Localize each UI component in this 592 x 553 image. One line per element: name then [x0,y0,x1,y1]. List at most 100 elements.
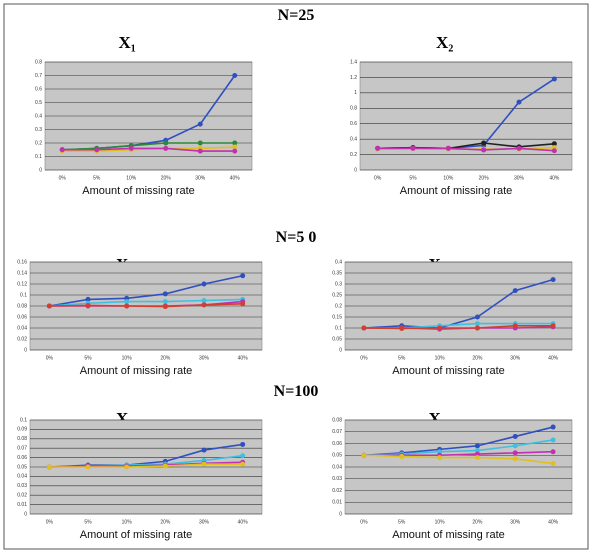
point [512,323,518,329]
point [361,325,367,331]
point [162,304,168,310]
point [163,140,169,146]
point [512,450,518,456]
y-tick-label: 0.08 [17,303,27,309]
point [232,140,238,146]
point [474,451,480,457]
y-tick-label: 0.08 [17,436,27,442]
point [512,288,518,294]
point [232,73,238,78]
y-tick-label: 0.5 [35,100,42,106]
x-tick-label: 0% [360,355,368,361]
y-tick-label: 0.08 [332,417,342,423]
point [201,461,207,467]
y-tick-label: 0.04 [332,464,342,470]
point [550,449,556,455]
y-tick-label: 0.01 [332,500,342,506]
point [240,301,246,307]
x-tick-label: 20% [479,175,490,181]
y-tick-label: 0.3 [335,281,342,287]
y-tick-label: 0.02 [17,336,27,342]
point [474,314,480,320]
x-tick-label: 0% [374,175,382,181]
x-tick-label: 10% [435,519,446,525]
x-tick-label: 40% [548,519,559,525]
point [361,452,367,458]
series-line [62,142,235,151]
point [474,321,480,327]
y-tick-label: 0.8 [350,106,357,112]
y-tick-label: 0.07 [17,446,27,452]
x-tick-label: 5% [398,355,406,361]
y-tick-label: 0.02 [17,493,27,499]
y-tick-label: 0.04 [17,325,27,331]
point [201,447,207,453]
y-tick-label: 0.12 [17,281,27,287]
point [85,302,91,308]
point [59,147,65,153]
y-tick-label: 0.6 [350,121,357,127]
y-tick-label: 0.2 [350,152,357,158]
y-tick-label: 0.07 [332,429,342,435]
series-line [49,463,243,468]
y-tick-label: 0.3 [35,127,42,133]
y-tick-label: 0.06 [17,455,27,461]
series-line [363,426,554,457]
x-tick-label: 0% [360,519,368,525]
point [124,299,130,305]
x-axis-label: Amount of missing rate [392,365,505,377]
point [162,463,168,469]
point [512,456,518,462]
point [197,148,203,154]
point [240,453,246,459]
y-tick-label: 0.1 [35,154,42,160]
x-tick-label: 5% [84,355,92,361]
point [197,140,203,146]
section-title: N=25 [278,7,315,24]
point [474,448,480,454]
point [94,147,100,153]
x-tick-label: 5% [398,519,406,525]
point [474,325,480,331]
section-title: N=5 0 [276,229,317,246]
x-tick-label: 5% [84,519,92,525]
series-line [363,454,554,465]
x-tick-label: 30% [510,519,521,525]
y-tick-label: 0 [339,511,342,517]
y-tick-label: 1.2 [350,75,357,81]
y-tick-label: 0 [39,167,42,173]
x-tick-label: 40% [230,175,241,181]
x-axis-label: Amount of missing rate [80,529,193,541]
point [550,460,556,466]
y-tick-label: 0.4 [335,259,342,265]
point [550,424,556,430]
y-tick-label: 0.1 [335,325,342,331]
point [240,273,246,279]
point [240,441,246,447]
y-tick-label: 0.35 [332,270,342,276]
point [124,464,130,470]
y-tick-label: 0.05 [332,453,342,459]
x-tick-label: 20% [160,355,171,361]
point [437,325,443,331]
x-tick-label: 0% [59,175,67,181]
point [399,453,405,459]
y-tick-label: 1.4 [350,59,357,65]
y-tick-label: 0.6 [35,86,42,92]
point [550,323,556,329]
y-tick-label: 0.2 [35,140,42,146]
point [474,443,480,449]
series-line [363,325,554,330]
point [128,145,134,151]
series-line [363,439,554,457]
x-axis-label: Amount of missing rate [82,185,195,197]
y-tick-label: 0.4 [35,113,42,119]
y-tick-label: 0.16 [17,259,27,265]
y-tick-label: 0.15 [332,314,342,320]
y-tick-label: 1 [354,90,357,96]
x-tick-label: 10% [122,519,133,525]
x-tick-label: 5% [409,175,417,181]
x-tick-label: 40% [548,355,559,361]
y-tick-label: 0.25 [332,292,342,298]
x-tick-label: 30% [199,519,210,525]
